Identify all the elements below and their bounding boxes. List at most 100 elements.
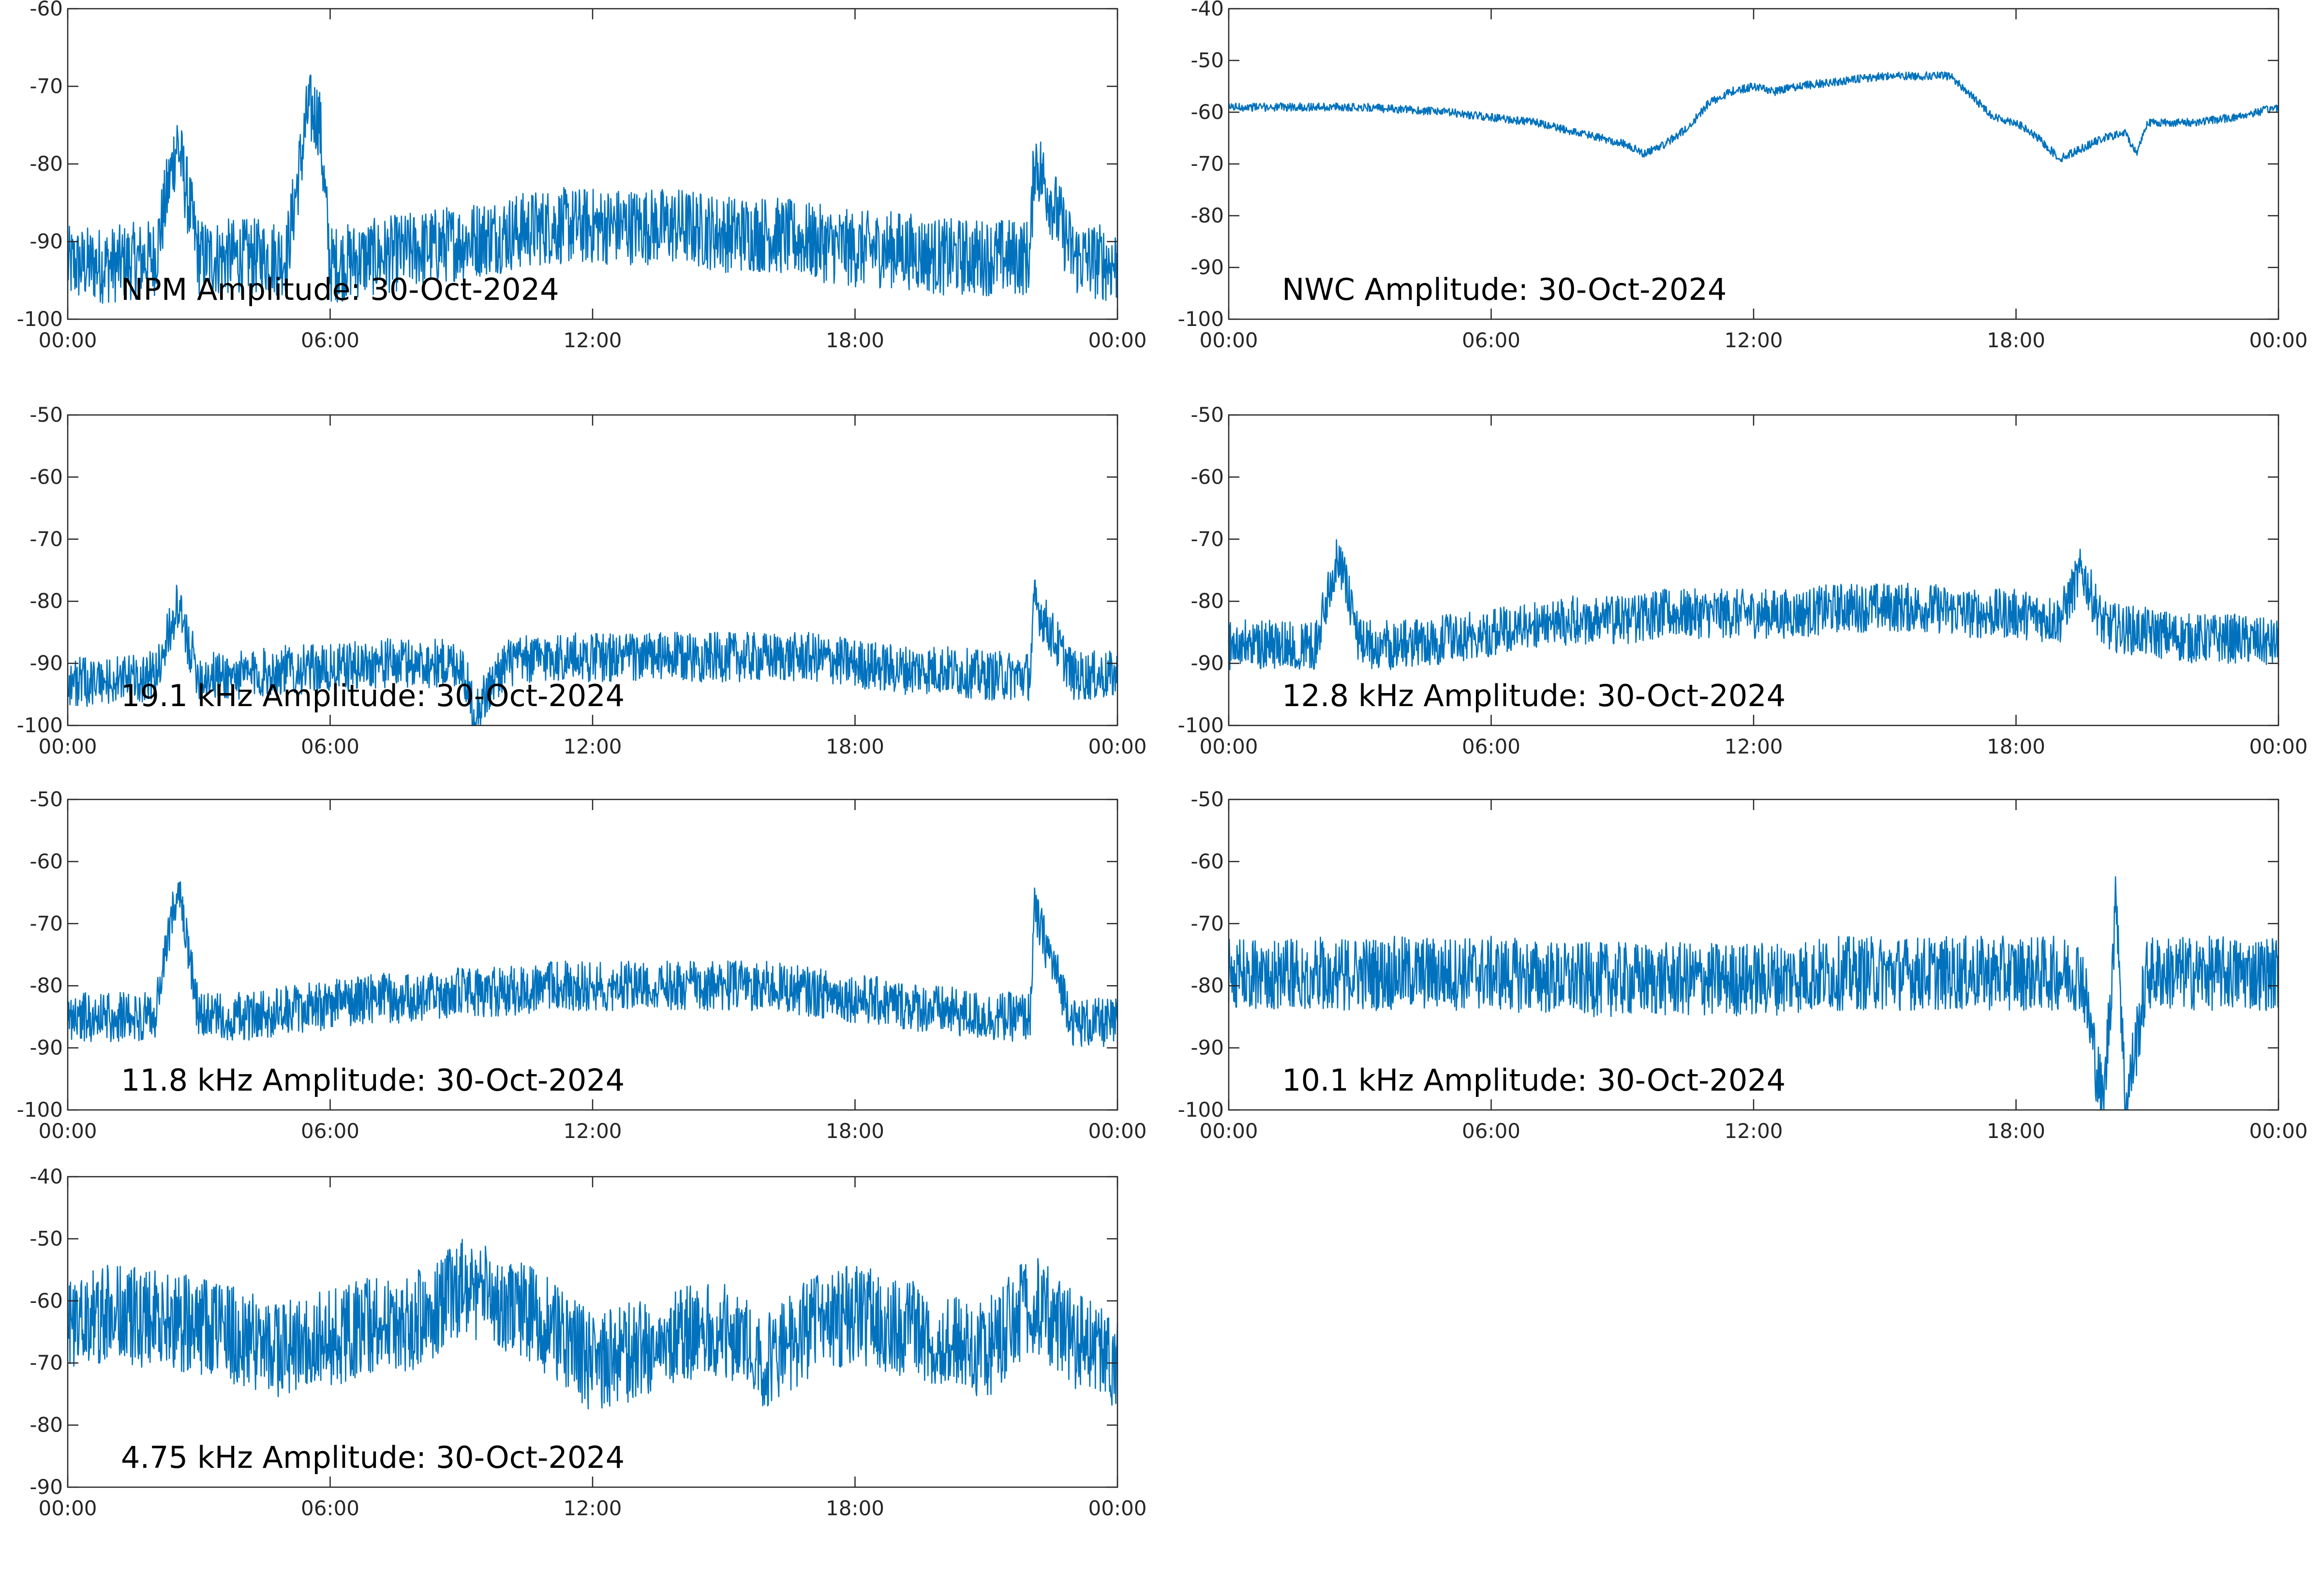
y-tick-label: -70: [30, 74, 63, 98]
y-tick-label: -60: [30, 1289, 63, 1313]
x-tick-label: 06:00: [301, 328, 359, 352]
y-tick-label: -60: [30, 0, 63, 20]
y-tick-label: -70: [30, 912, 63, 935]
x-tick-label: 18:00: [826, 1119, 884, 1143]
chart-panel: -100 -90 -80 -70 -60 00:00 06:00 12:00 18:00 00:0…: [0, 0, 1161, 392]
x-tick-label: 18:00: [826, 735, 884, 758]
y-tick-label: -90: [30, 230, 63, 253]
y-tick-label: -50: [1191, 791, 1224, 811]
y-tick-label: -40: [1191, 0, 1224, 20]
x-tick-label: 00:00: [38, 735, 97, 758]
y-tick-label: -80: [30, 974, 63, 997]
y-tick-label: -90: [30, 1475, 63, 1499]
x-tick-label: 12:00: [563, 328, 622, 352]
x-tick-label: 00:00: [2249, 328, 2307, 352]
x-tick-label: 12:00: [1724, 735, 1783, 758]
y-tick-label: -100: [17, 1098, 63, 1122]
x-tick-label: 12:00: [563, 1119, 622, 1143]
panel-title: 10.1 kHz Amplitude: 30-Oct-2024: [1282, 1063, 1786, 1098]
y-tick-label: -100: [17, 713, 63, 737]
x-tick-label: 12:00: [1724, 1119, 1783, 1143]
y-tick-label: -50: [1191, 406, 1224, 427]
amplitude-trace: [67, 579, 1118, 726]
amplitude-trace: [1228, 539, 2279, 670]
y-tick-label: -90: [1191, 1036, 1224, 1060]
amplitude-trace: [1228, 71, 2279, 163]
amplitude-trace: [67, 881, 1118, 1047]
amplitude-trace: [67, 1239, 1118, 1410]
y-tick-label: -50: [30, 406, 63, 427]
chart-svg: -100 -90 -80 -70 -60 -50 00:00 06:00 12:00 18:00 0…: [1178, 406, 2308, 758]
y-tick-label: -90: [30, 651, 63, 675]
x-tick-label: 06:00: [1462, 328, 1520, 352]
x-tick-label: 00:00: [1088, 735, 1146, 758]
x-tick-label: 00:00: [38, 1496, 97, 1520]
chart-panel: -100 -90 -80 -70 -60 -50 00:00 06:00 12:00 18:00 0…: [0, 791, 1161, 1182]
y-tick-label: -90: [1191, 255, 1224, 279]
amplitude-trace: [67, 74, 1118, 304]
chart-svg: -90 -80 -70 -60 -50 -40 00:00 06:00 12:00 18:00 00…: [30, 1168, 1146, 1520]
y-tick-label: -50: [1191, 48, 1224, 72]
panel-title: 11.8 kHz Amplitude: 30-Oct-2024: [121, 1063, 625, 1098]
x-tick-label: 00:00: [1088, 1496, 1146, 1520]
x-tick-label: 00:00: [1088, 1119, 1146, 1143]
x-tick-label: 00:00: [1199, 1119, 1258, 1143]
chart-svg: -100 -90 -80 -70 -60 00:00 06:00 12:00 18:00 00:0…: [17, 0, 1147, 352]
x-tick-label: 00:00: [1088, 328, 1146, 352]
x-tick-label: 06:00: [1462, 1119, 1520, 1143]
chart-svg: -100 -90 -80 -70 -60 -50 -40 00:00 06:00 12:00 18:…: [1178, 0, 2308, 352]
panel-title: 12.8 kHz Amplitude: 30-Oct-2024: [1282, 678, 1786, 713]
panel-title: 19.1 kHz Amplitude: 30-Oct-2024: [121, 678, 625, 713]
x-tick-label: 06:00: [301, 1119, 359, 1143]
x-tick-label: 06:00: [1462, 735, 1520, 758]
chart-svg: -100 -90 -80 -70 -60 -50 00:00 06:00 12:00 18:00 0…: [17, 406, 1147, 758]
chart-panel: -100 -90 -80 -70 -60 -50 00:00 06:00 12:00 18:00 0…: [0, 406, 1161, 798]
x-tick-label: 00:00: [2249, 1119, 2307, 1143]
y-tick-label: -100: [1178, 307, 1224, 331]
y-tick-label: -60: [30, 849, 63, 873]
panel-title: NWC Amplitude: 30-Oct-2024: [1282, 272, 1727, 307]
x-tick-label: 12:00: [1724, 328, 1783, 352]
y-tick-label: -70: [30, 527, 63, 551]
x-tick-label: 18:00: [1987, 328, 2045, 352]
y-tick-label: -80: [30, 1413, 63, 1437]
y-tick-label: -60: [1191, 849, 1224, 873]
x-tick-label: 00:00: [38, 1119, 97, 1143]
y-tick-label: -70: [1191, 527, 1224, 551]
y-tick-label: -80: [1191, 204, 1224, 227]
x-tick-label: 00:00: [38, 328, 97, 352]
y-tick-label: -50: [30, 791, 63, 811]
x-tick-label: 12:00: [563, 1496, 622, 1520]
y-tick-label: -40: [30, 1168, 63, 1188]
y-tick-label: -100: [1178, 1098, 1224, 1122]
y-tick-label: -80: [30, 589, 63, 613]
x-tick-label: 00:00: [2249, 735, 2307, 758]
chart-panel: -100 -90 -80 -70 -60 -50 00:00 06:00 12:00 18:00 0…: [1161, 791, 2322, 1182]
x-tick-label: 18:00: [1987, 735, 2045, 758]
x-tick-label: 06:00: [301, 735, 359, 758]
y-tick-label: -90: [30, 1036, 63, 1060]
y-tick-label: -80: [1191, 974, 1224, 997]
x-tick-label: 00:00: [1199, 328, 1258, 352]
x-tick-label: 12:00: [563, 735, 622, 758]
x-tick-label: 18:00: [826, 328, 884, 352]
chart-svg: -100 -90 -80 -70 -60 -50 00:00 06:00 12:00 18:00 0…: [17, 791, 1147, 1143]
x-tick-label: 18:00: [826, 1496, 884, 1520]
y-tick-label: -60: [30, 465, 63, 488]
x-tick-label: 06:00: [301, 1496, 359, 1520]
panel-title: 4.75 kHz Amplitude: 30-Oct-2024: [121, 1440, 625, 1475]
y-tick-label: -70: [1191, 912, 1224, 935]
chart-panel: -100 -90 -80 -70 -60 -50 -40 00:00 06:00 12:00 18:…: [1161, 0, 2322, 392]
chart-svg: -100 -90 -80 -70 -60 -50 00:00 06:00 12:00 18:00 0…: [1178, 791, 2308, 1143]
y-tick-label: -80: [1191, 589, 1224, 613]
y-tick-label: -90: [1191, 651, 1224, 675]
y-tick-label: -70: [1191, 152, 1224, 176]
y-tick-label: -60: [1191, 465, 1224, 488]
chart-panel: -100 -90 -80 -70 -60 -50 00:00 06:00 12:00 18:00 0…: [1161, 406, 2322, 798]
y-tick-label: -100: [1178, 713, 1224, 737]
y-tick-label: -100: [17, 307, 63, 331]
y-tick-label: -70: [30, 1351, 63, 1374]
y-tick-label: -50: [30, 1227, 63, 1250]
y-tick-label: -60: [1191, 100, 1224, 124]
